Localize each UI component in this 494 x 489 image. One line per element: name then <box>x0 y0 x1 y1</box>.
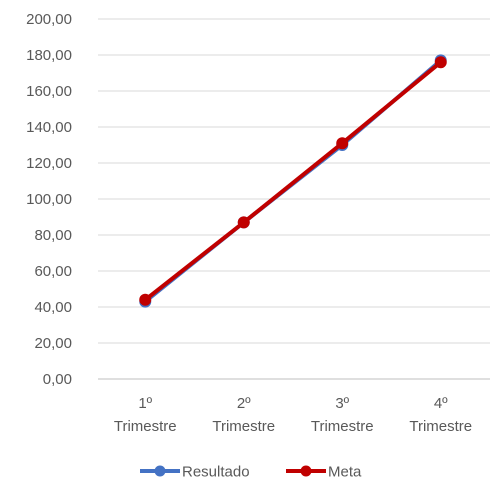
y-tick-label: 80,00 <box>34 227 72 244</box>
y-tick-label: 180,00 <box>26 47 72 64</box>
y-tick-label: 20,00 <box>34 335 72 352</box>
x-axis: 1º Trimestre 2º Trimestre 3º Trimestre 4º Trime… <box>114 395 472 435</box>
legend-label: Meta <box>328 464 362 481</box>
x-tick-label: Trimestre <box>212 418 275 435</box>
x-tick-label: 3º <box>335 395 349 412</box>
legend-item-resultado: Resultado <box>140 464 250 481</box>
data-point <box>238 217 249 228</box>
data-point <box>140 294 151 305</box>
x-tick-label: 1º <box>138 395 152 412</box>
gridlines <box>98 19 490 379</box>
data-point <box>435 57 446 68</box>
x-tick-label: Trimestre <box>114 418 177 435</box>
y-tick-label: 140,00 <box>26 119 72 136</box>
y-tick-label: 160,00 <box>26 83 72 100</box>
x-tick-label: Trimestre <box>409 418 472 435</box>
y-tick-label: 40,00 <box>34 299 72 316</box>
series-line <box>145 62 441 300</box>
legend-item-meta: Meta <box>286 464 362 481</box>
legend-label: Resultado <box>182 464 250 481</box>
y-axis: 0,00 20,00 40,00 60,00 80,00 100,00 120,00 140,… <box>26 11 72 388</box>
data-point <box>337 138 348 149</box>
y-tick-label: 60,00 <box>34 263 72 280</box>
y-tick-label: 100,00 <box>26 191 72 208</box>
legend-marker <box>301 466 312 477</box>
x-tick-label: Trimestre <box>311 418 374 435</box>
x-tick-label: 4º <box>434 395 448 412</box>
x-tick-label: 2º <box>237 395 251 412</box>
series-meta <box>140 57 447 306</box>
y-tick-label: 120,00 <box>26 155 72 172</box>
legend: Resultado Meta <box>140 464 362 481</box>
series-group <box>140 55 447 307</box>
y-tick-label: 200,00 <box>26 11 72 28</box>
y-tick-label: 0,00 <box>43 371 72 388</box>
legend-marker <box>155 466 166 477</box>
